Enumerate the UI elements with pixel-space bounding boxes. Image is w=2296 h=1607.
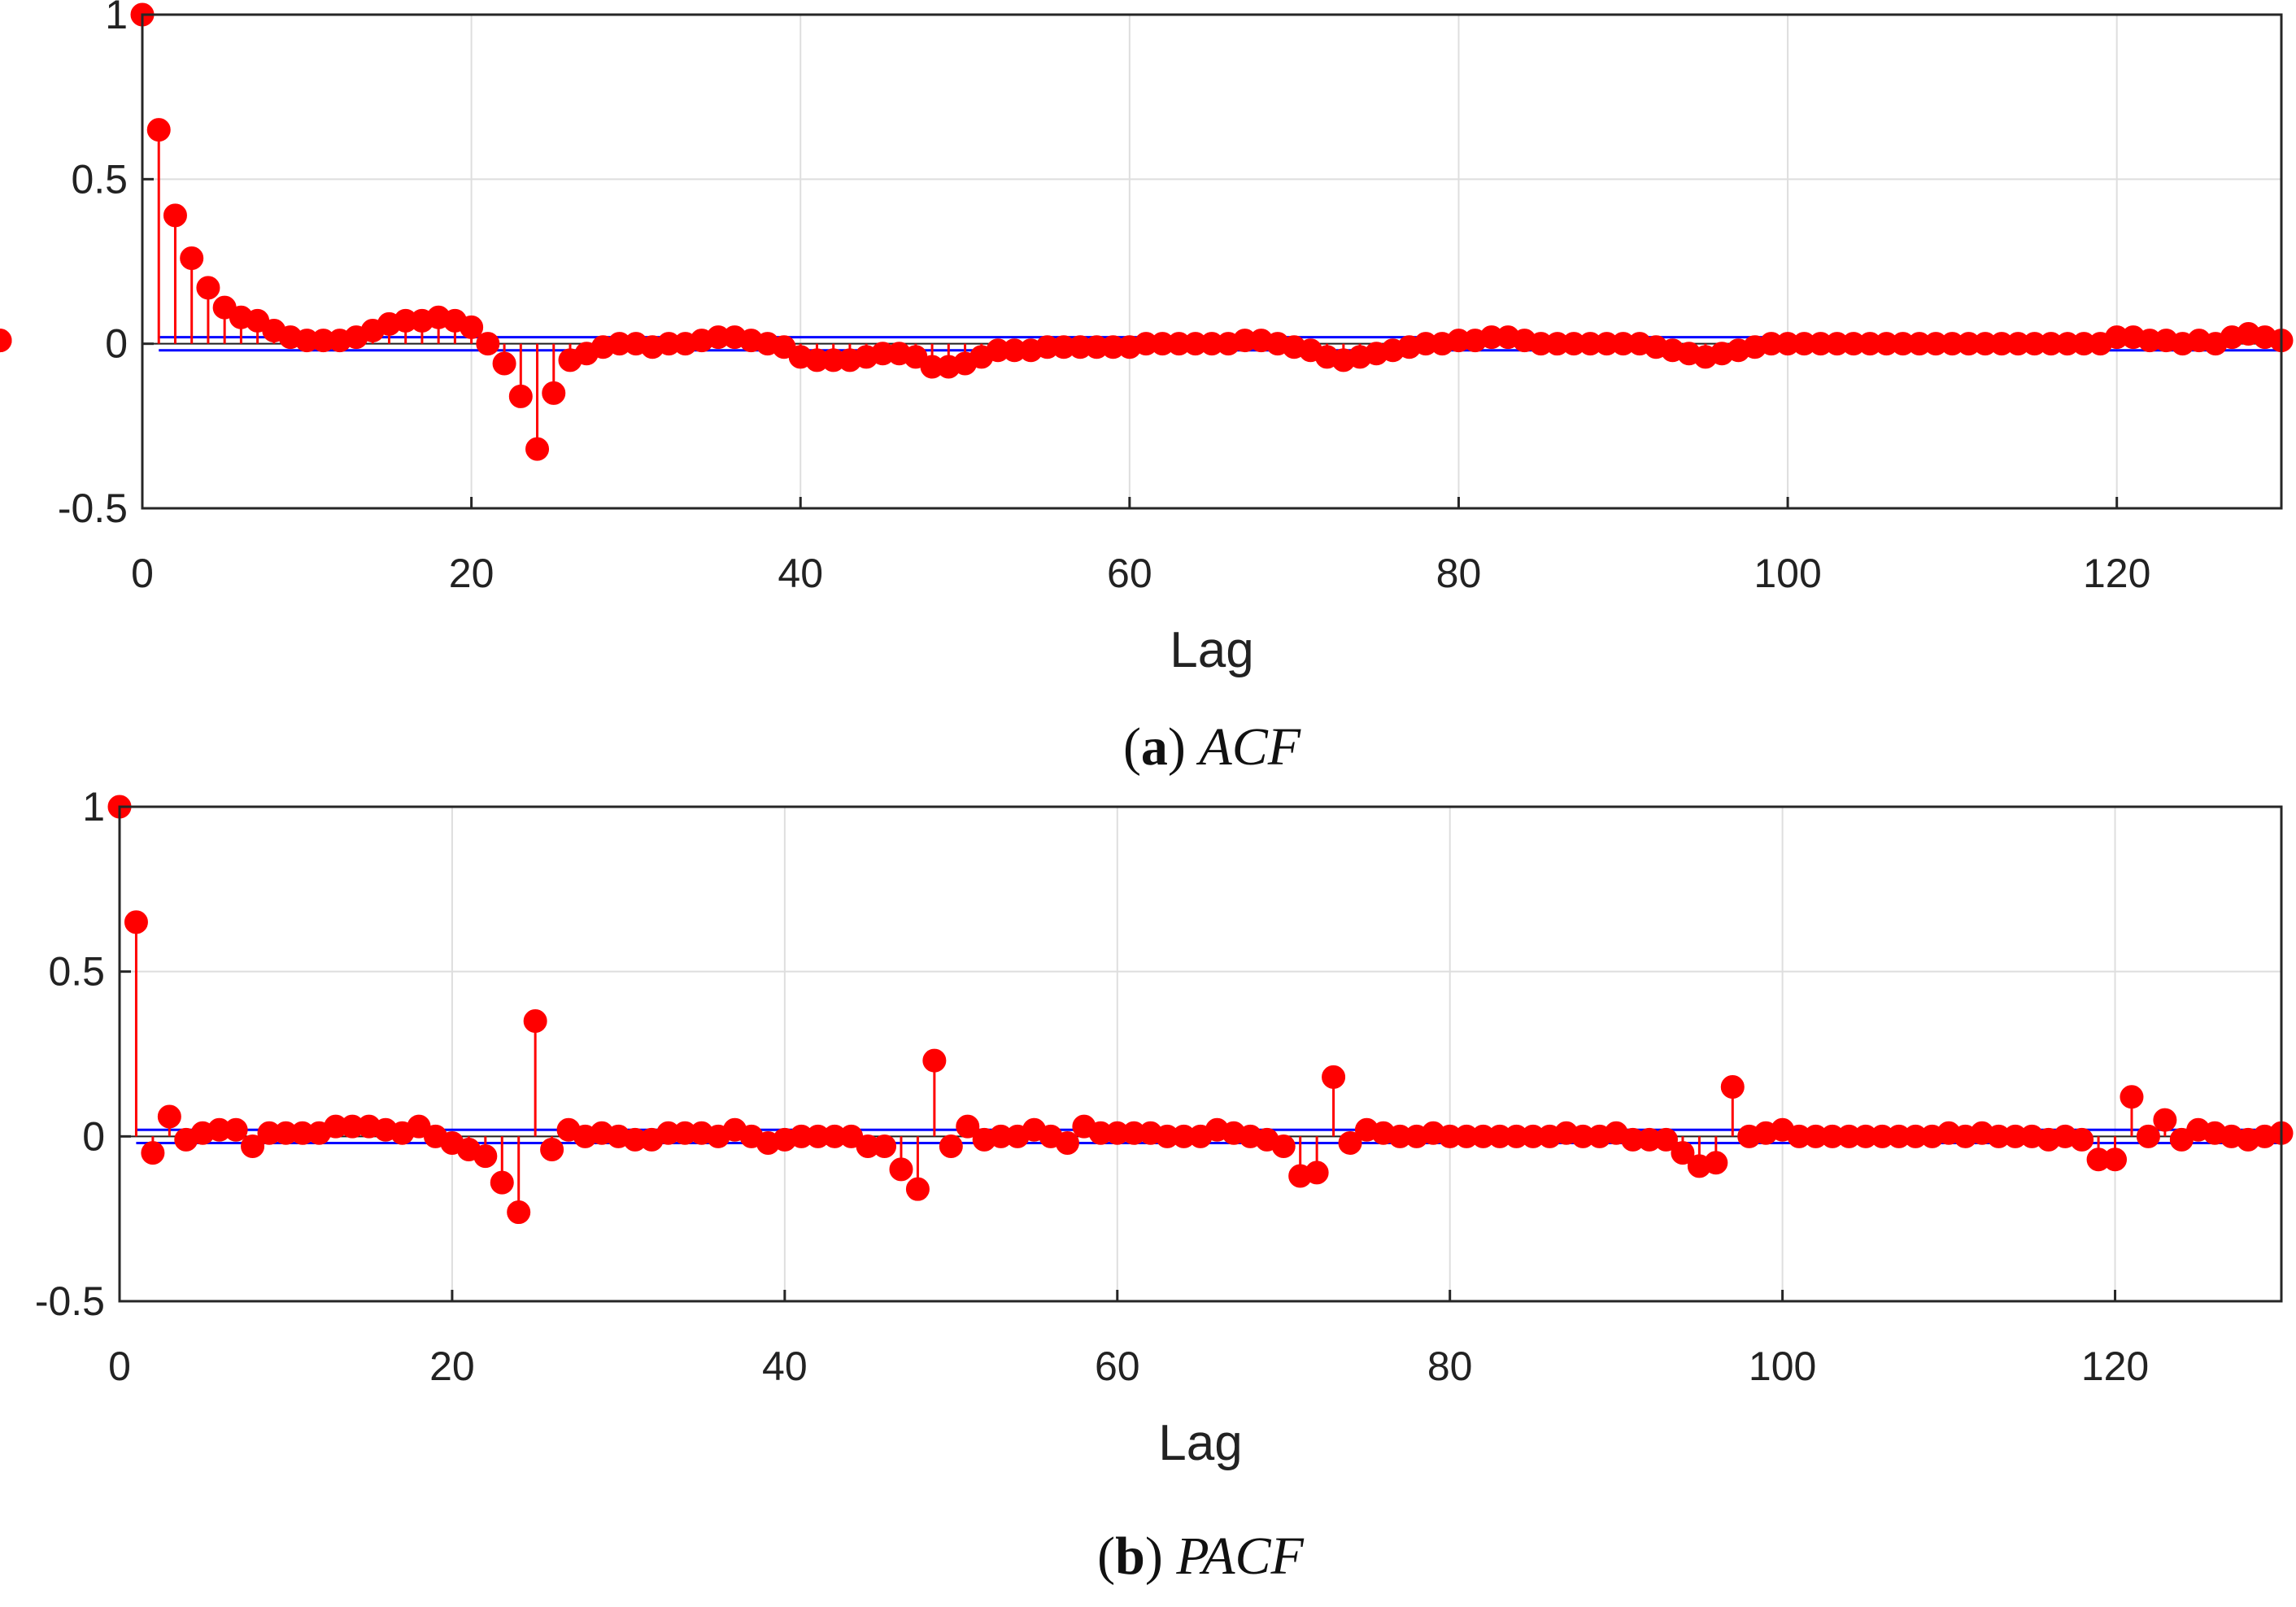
acf-caption-name: ACF	[1196, 717, 1300, 777]
pacf-data-point	[873, 1134, 897, 1158]
acf-x-tick-label: 100	[1754, 551, 1821, 596]
pacf-x-tick-label: 60	[1095, 1344, 1140, 1389]
pacf-data-point	[473, 1144, 498, 1169]
pacf-caption-letter: b	[1115, 1526, 1145, 1586]
pacf-data-point	[490, 1170, 514, 1195]
acf-panel: -0.500.51 0 20 40 60 80 100 120 Lag (a) ACF	[0, 0, 2294, 777]
pacf-data-point	[2136, 1124, 2160, 1148]
pacf-y-tick-label: 0.5	[48, 949, 105, 995]
pacf-y-tick-label: 0	[82, 1113, 105, 1159]
acf-data-point	[525, 437, 550, 461]
pacf-data-point	[1322, 1065, 1346, 1089]
pacf-x-tick-label: 20	[429, 1344, 475, 1389]
pacf-x-tick-label: 100	[1749, 1344, 1816, 1389]
pacf-data-point	[1653, 1127, 1678, 1152]
pacf-x-ticks: 0 20 40 60 80 100 120	[108, 1290, 2149, 1389]
acf-y-tick-label: 0	[105, 321, 128, 367]
acf-x-tick-label: 0	[131, 551, 154, 596]
pacf-data-point	[922, 1048, 947, 1073]
pacf-y-tick-label: 1	[82, 784, 105, 830]
acf-data-point	[508, 384, 533, 408]
pacf-data-point	[1338, 1130, 1362, 1155]
pacf-data-point	[889, 1157, 913, 1182]
pacf-data-point	[1671, 1141, 1695, 1165]
pacf-panel: -0.500.51 0 20 40 60 80 100 120 Lag (b) PACF	[35, 784, 2294, 1586]
pacf-x-tick-label: 80	[1427, 1344, 1473, 1389]
pacf-x-axis-label: Lag	[1158, 1415, 1242, 1471]
pacf-data-point	[939, 1134, 963, 1158]
pacf-x-tick-label: 0	[108, 1344, 131, 1389]
acf-y-tick-label: 1	[105, 0, 128, 37]
pacf-markers	[107, 795, 2294, 1225]
pacf-data-point	[905, 1177, 930, 1201]
pacf-data-point	[224, 1117, 248, 1142]
pacf-data-point	[2103, 1148, 2128, 1172]
acf-x-tick-label: 120	[2083, 551, 2150, 596]
pacf-data-point	[2070, 1127, 2094, 1152]
pacf-data-point	[2153, 1108, 2177, 1132]
acf-plot-area	[142, 15, 2281, 508]
acf-data-point	[196, 276, 220, 300]
acf-x-axis-label: Lag	[1170, 622, 1253, 678]
pacf-data-point	[124, 910, 148, 934]
acf-data-point	[476, 332, 500, 356]
acf-caption: (a) ACF	[1123, 717, 1301, 777]
pacf-data-point	[523, 1008, 547, 1033]
pacf-plot-area	[120, 807, 2281, 1301]
pacf-data-point	[540, 1138, 564, 1162]
acf-data-point	[180, 246, 204, 270]
pacf-x-tick-label: 40	[762, 1344, 808, 1389]
pacf-caption-name: PACF	[1175, 1526, 1304, 1586]
acf-y-tick-label: 0.5	[71, 156, 128, 202]
pacf-data-point	[241, 1134, 265, 1158]
pacf-caption: (b) PACF	[1097, 1526, 1304, 1586]
acf-y-tick-label: -0.5	[58, 486, 128, 531]
pacf-data-point	[2120, 1085, 2144, 1109]
acf-data-point	[492, 351, 516, 376]
pacf-data-point	[1055, 1130, 1079, 1155]
pacf-y-ticks: -0.5 0 0.5 1	[35, 784, 131, 1324]
pacf-data-point	[141, 1141, 165, 1165]
pacf-y-tick-label: -0.5	[35, 1278, 105, 1324]
acf-x-tick-label: 40	[778, 551, 823, 596]
acf-x-ticks: 0 20 40 60 80 100 120	[131, 497, 2150, 596]
acf-caption-letter: a	[1141, 717, 1168, 777]
acf-data-point	[542, 381, 566, 405]
acf-x-tick-label: 80	[1436, 551, 1482, 596]
acf-markers	[0, 2, 2294, 461]
pacf-x-tick-label: 120	[2081, 1344, 2149, 1389]
acf-x-tick-label: 60	[1107, 551, 1152, 596]
acf-data-point	[0, 329, 12, 353]
acf-y-ticks: -0.5 0 0.5 1	[58, 0, 154, 531]
pacf-data-point	[1704, 1151, 1728, 1175]
pacf-data-point	[1271, 1134, 1296, 1158]
acf-axes-frame	[141, 13, 2283, 510]
pacf-data-point	[956, 1114, 980, 1139]
acf-data-point	[146, 118, 171, 142]
pacf-data-point	[157, 1104, 181, 1129]
pacf-data-point	[507, 1200, 531, 1225]
pacf-axes-frame	[118, 805, 2283, 1303]
acf-x-tick-label: 20	[449, 551, 494, 596]
pacf-data-point	[1720, 1075, 1745, 1100]
acf-data-point	[460, 315, 484, 339]
acf-data-point	[163, 203, 187, 228]
pacf-data-point	[1305, 1161, 1329, 1185]
